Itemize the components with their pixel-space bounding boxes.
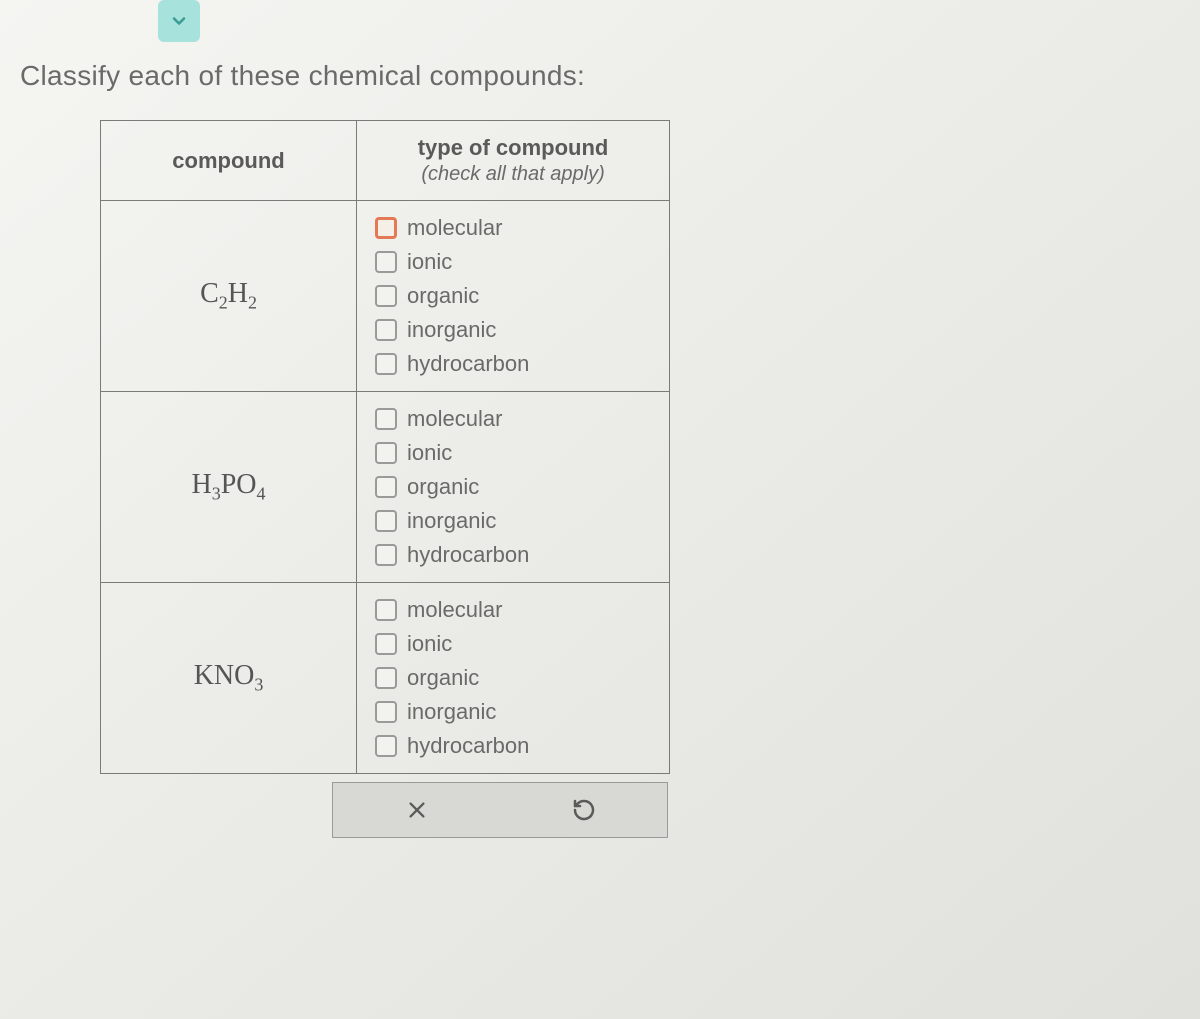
option-row-ionic[interactable]: ionic	[375, 627, 655, 661]
option-row-inorganic[interactable]: inorganic	[375, 313, 655, 347]
option-label: hydrocarbon	[407, 351, 529, 377]
option-label: organic	[407, 665, 479, 691]
chevron-down-badge[interactable]	[158, 0, 200, 42]
header-type-sub: (check all that apply)	[365, 163, 661, 186]
option-label: ionic	[407, 249, 452, 275]
table-row: C2H2 molecular ionic organic inorganic hydroc…	[101, 201, 670, 392]
checkbox-ionic[interactable]	[375, 442, 397, 464]
option-row-organic[interactable]: organic	[375, 661, 655, 695]
action-bar	[332, 782, 668, 838]
option-row-hydrocarbon[interactable]: hydrocarbon	[375, 347, 655, 381]
option-row-inorganic[interactable]: inorganic	[375, 695, 655, 729]
options-cell: molecular ionic organic inorganic hydrocarbo…	[357, 201, 670, 392]
checkbox-hydrocarbon[interactable]	[375, 735, 397, 757]
option-label: organic	[407, 474, 479, 500]
checkbox-inorganic[interactable]	[375, 319, 397, 341]
reset-button[interactable]	[569, 795, 599, 825]
header-type-main: type of compound	[418, 135, 609, 160]
checkbox-organic[interactable]	[375, 476, 397, 498]
option-row-inorganic[interactable]: inorganic	[375, 504, 655, 538]
checkbox-ionic[interactable]	[375, 251, 397, 273]
option-row-ionic[interactable]: ionic	[375, 245, 655, 279]
table-row: KNO3 molecular ionic organic inorganic hydroc…	[101, 583, 670, 774]
option-row-organic[interactable]: organic	[375, 470, 655, 504]
compound-formula: C2H2	[101, 201, 357, 392]
option-label: ionic	[407, 440, 452, 466]
compound-formula: H3PO4	[101, 392, 357, 583]
checkbox-molecular[interactable]	[375, 408, 397, 430]
checkbox-molecular[interactable]	[375, 217, 397, 239]
option-row-molecular[interactable]: molecular	[375, 593, 655, 627]
checkbox-molecular[interactable]	[375, 599, 397, 621]
option-label: organic	[407, 283, 479, 309]
option-label: hydrocarbon	[407, 542, 529, 568]
option-row-hydrocarbon[interactable]: hydrocarbon	[375, 538, 655, 572]
checkbox-inorganic[interactable]	[375, 701, 397, 723]
checkbox-inorganic[interactable]	[375, 510, 397, 532]
option-label: inorganic	[407, 508, 496, 534]
checkbox-hydrocarbon[interactable]	[375, 353, 397, 375]
clear-button[interactable]	[402, 795, 432, 825]
option-label: molecular	[407, 406, 502, 432]
option-row-ionic[interactable]: ionic	[375, 436, 655, 470]
checkbox-ionic[interactable]	[375, 633, 397, 655]
chevron-down-icon	[169, 11, 189, 31]
option-label: hydrocarbon	[407, 733, 529, 759]
option-label: inorganic	[407, 317, 496, 343]
checkbox-organic[interactable]	[375, 285, 397, 307]
header-compound: compound	[101, 121, 357, 201]
undo-icon	[572, 798, 596, 822]
classification-table: compound type of compound (check all tha…	[100, 120, 670, 774]
option-row-molecular[interactable]: molecular	[375, 402, 655, 436]
option-label: inorganic	[407, 699, 496, 725]
option-row-hydrocarbon[interactable]: hydrocarbon	[375, 729, 655, 763]
options-cell: molecular ionic organic inorganic hydrocarbo…	[357, 583, 670, 774]
option-row-molecular[interactable]: molecular	[375, 211, 655, 245]
question-prompt: Classify each of these chemical compound…	[20, 60, 1200, 92]
option-label: molecular	[407, 215, 502, 241]
option-label: ionic	[407, 631, 452, 657]
checkbox-hydrocarbon[interactable]	[375, 544, 397, 566]
option-row-organic[interactable]: organic	[375, 279, 655, 313]
options-cell: molecular ionic organic inorganic hydrocarbo…	[357, 392, 670, 583]
table-row: H3PO4 molecular ionic organic inorganic hydro…	[101, 392, 670, 583]
header-type: type of compound (check all that apply)	[357, 121, 670, 201]
close-icon	[406, 799, 428, 821]
checkbox-organic[interactable]	[375, 667, 397, 689]
option-label: molecular	[407, 597, 502, 623]
compound-formula: KNO3	[101, 583, 357, 774]
